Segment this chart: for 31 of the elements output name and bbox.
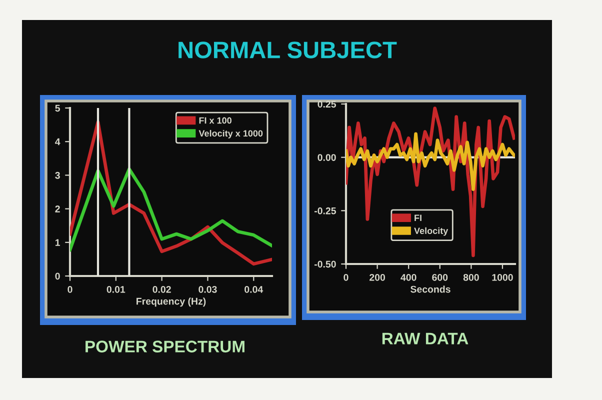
legend-label: Velocity bbox=[414, 227, 448, 236]
y-tick-label: -0.50 bbox=[314, 260, 336, 268]
text: NORMAL SUBJECT bbox=[178, 42, 397, 58]
x-tick-label: 0 bbox=[68, 286, 72, 293]
x-tick-label: 1000 bbox=[492, 274, 513, 281]
y-tick-label: 4 bbox=[55, 138, 60, 146]
y-tick-label: 3 bbox=[55, 172, 60, 179]
x-tick-label: 0.02 bbox=[152, 286, 171, 293]
y-tick-label: 5 bbox=[55, 104, 60, 112]
x-tick-label: 200 bbox=[370, 274, 386, 281]
legend-label: FI x 100 bbox=[199, 117, 232, 124]
x-axis-title: Frequency (Hz) bbox=[136, 298, 206, 307]
x-tick-label: 0 bbox=[344, 274, 348, 281]
x-tick-label: 0.01 bbox=[106, 286, 126, 293]
line-series bbox=[70, 167, 272, 252]
y-tick-label: 0.00 bbox=[318, 154, 336, 161]
legend-label: Velocity x 1000 bbox=[198, 130, 263, 138]
y-tick-label: -0.25 bbox=[314, 207, 336, 214]
legend-label: FI bbox=[414, 214, 422, 221]
x-tick-label: 0.03 bbox=[198, 286, 217, 293]
x-tick-label: 0.04 bbox=[244, 286, 264, 293]
line-series bbox=[346, 132, 515, 192]
x-tick-label: 600 bbox=[432, 274, 448, 281]
x-tick-label: 800 bbox=[463, 274, 479, 281]
y-tick-label: 2 bbox=[55, 206, 60, 212]
y-tick-label: 1 bbox=[55, 239, 60, 246]
text: RAW DATA bbox=[382, 332, 468, 344]
y-tick-label: 0.25 bbox=[318, 100, 336, 108]
x-tick-label: 400 bbox=[400, 274, 416, 281]
x-axis-title: Seconds bbox=[410, 286, 450, 293]
text: POWER SPECTRUM bbox=[86, 340, 244, 352]
